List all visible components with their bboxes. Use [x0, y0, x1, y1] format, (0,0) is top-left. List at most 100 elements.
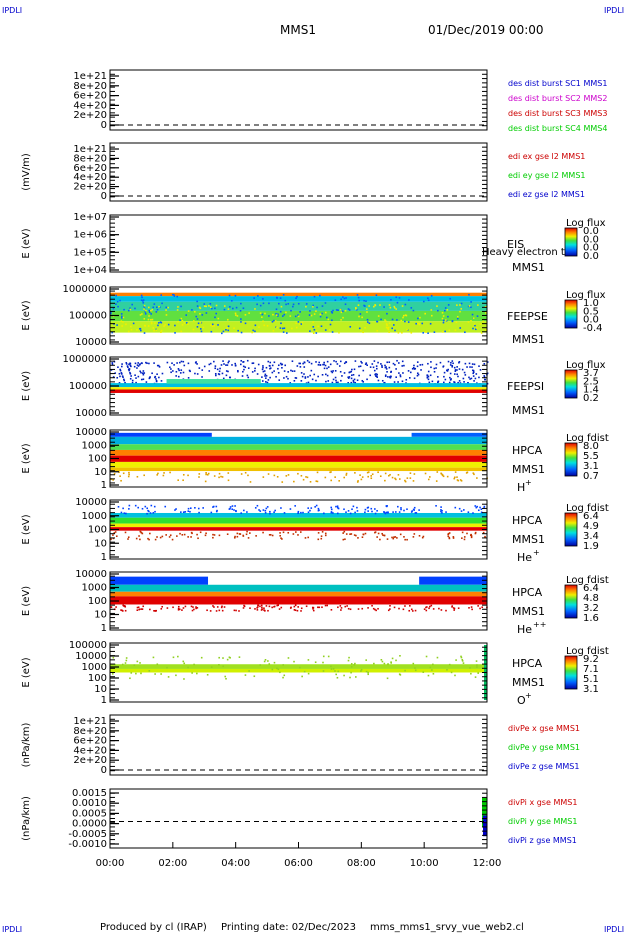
spectrogram-pixel	[312, 321, 314, 323]
spectrogram-pixel	[119, 475, 121, 477]
spectrogram-pixel	[128, 473, 130, 476]
spectrogram-pixel	[468, 293, 470, 296]
spectrogram-pixel	[187, 507, 190, 510]
spectrogram-pixel	[152, 512, 155, 514]
spectrogram-pixel	[416, 374, 419, 377]
spectrogram-pixel	[283, 313, 286, 316]
spectrogram-pixel	[209, 303, 212, 305]
spectrogram-pixel	[459, 310, 461, 313]
spectrogram-pixel	[383, 306, 385, 308]
spectrogram-pixel	[480, 508, 483, 511]
spectrogram-pixel	[203, 305, 206, 307]
spectrogram-pixel	[279, 310, 282, 313]
spectrogram-pixel	[192, 328, 195, 331]
spectrogram-pixel	[376, 320, 378, 323]
spectrogram-pixel	[127, 366, 129, 369]
panel-frame	[109, 69, 488, 131]
legend-entry: divPi x gse MMS1	[508, 798, 577, 807]
spectrogram-pixel	[468, 607, 470, 609]
y-tick-label: 0.0015	[72, 788, 107, 799]
spectrogram-pixel	[240, 473, 243, 475]
spectrogram-pixel	[365, 308, 368, 310]
spectrogram-pixel	[440, 473, 443, 475]
spectrogram-pixel	[253, 370, 256, 372]
spectrogram-pixel	[387, 512, 389, 514]
spectrogram-pixel	[345, 297, 347, 299]
spectrogram-pixel	[269, 510, 271, 513]
spectrogram-pixel	[276, 604, 278, 607]
spectrogram-pixel	[432, 672, 435, 675]
spectrogram-pixel	[307, 376, 309, 378]
spectrogram-pixel	[331, 371, 334, 374]
spectrogram-pixel	[307, 536, 310, 539]
spectrogram-pixel	[151, 318, 154, 321]
spectrogram-pixel	[141, 362, 143, 365]
spectrogram-pixel	[318, 606, 321, 609]
spectrogram-pixel	[399, 674, 402, 676]
spectrogram-pixel	[307, 659, 310, 661]
spectrogram-pixel	[128, 369, 130, 372]
spectrogram-pixel	[335, 505, 337, 508]
spectrogram-pixel	[452, 536, 455, 538]
spectrogram-pixel	[157, 322, 160, 324]
spectrogram-pixel	[114, 372, 117, 374]
spectrogram-pixel	[160, 380, 163, 382]
spectrogram-pixel	[200, 330, 203, 333]
spectrogram-pixel	[297, 512, 299, 514]
spectrogram-pixel	[321, 312, 323, 315]
spectrogram-pixel	[354, 662, 356, 665]
spectrogram-pixel	[240, 359, 243, 362]
spectrogram-pixel	[474, 377, 477, 380]
spectrogram-pixel	[209, 610, 212, 612]
spectrogram-pixel	[242, 607, 245, 609]
spectrogram-pixel	[381, 364, 383, 367]
spectrogram-pixel	[449, 379, 452, 381]
spectrogram-pixel	[455, 321, 458, 323]
spectrogram-pixel	[436, 656, 439, 659]
spectrogram-pixel	[375, 373, 377, 375]
legend-entry: des dist burst SC1 MMS1	[508, 79, 607, 88]
spectrogram-pixel	[130, 375, 132, 377]
spectrogram-pixel	[340, 319, 342, 321]
spectrogram-pixel	[454, 471, 457, 473]
spectrogram-pixel	[368, 322, 371, 325]
spectrogram-pixel	[370, 507, 373, 510]
spectrogram-pixel	[338, 365, 341, 367]
spectrogram-pixel	[261, 376, 263, 378]
spectrogram-pixel	[169, 471, 171, 474]
spectrogram-pixel	[259, 605, 261, 608]
spectrogram-pixel	[458, 368, 461, 370]
instrument-label: FEEPSE	[507, 310, 548, 323]
spectrogram-pixel	[330, 471, 332, 473]
spectrogram-pixel	[197, 322, 200, 325]
spectrogram-pixel	[238, 610, 240, 612]
spectrogram-pixel	[446, 669, 448, 671]
colorbar-tick-label: 0.5	[583, 306, 599, 317]
spectrogram-pixel	[125, 323, 127, 326]
spectrogram-pixel	[336, 512, 339, 515]
spectrogram-pixel	[388, 331, 390, 333]
spectrogram-pixel	[433, 367, 436, 370]
spectrogram-pixel	[413, 473, 416, 475]
spectrogram-pixel	[345, 511, 347, 514]
spectrogram-pixel	[468, 376, 470, 379]
spectrogram-pixel	[354, 472, 356, 474]
spectrogram-pixel	[440, 609, 443, 611]
colorbar-title: Log fdist	[566, 646, 609, 657]
spectrogram-pixel	[376, 329, 379, 332]
spectrogram-pixel	[401, 331, 403, 334]
spectrogram-pixel	[115, 294, 117, 297]
spectrogram-band	[110, 449, 487, 456]
spectrogram-pixel	[218, 656, 220, 659]
spectrogram-pixel	[413, 377, 416, 380]
spectrogram-pixel	[413, 533, 416, 535]
spectrogram-pixel	[410, 307, 413, 309]
spectrogram-pixel	[389, 306, 392, 309]
spectrogram-pixel	[298, 323, 301, 326]
spectrogram-pixel	[144, 505, 147, 508]
y-tick-label: 1e+04	[73, 265, 107, 276]
spectrogram-pixel	[259, 510, 262, 512]
spectrogram-pixel	[117, 305, 119, 308]
spectrogram-pixel	[268, 302, 270, 305]
spectrogram-pixel	[424, 472, 427, 475]
